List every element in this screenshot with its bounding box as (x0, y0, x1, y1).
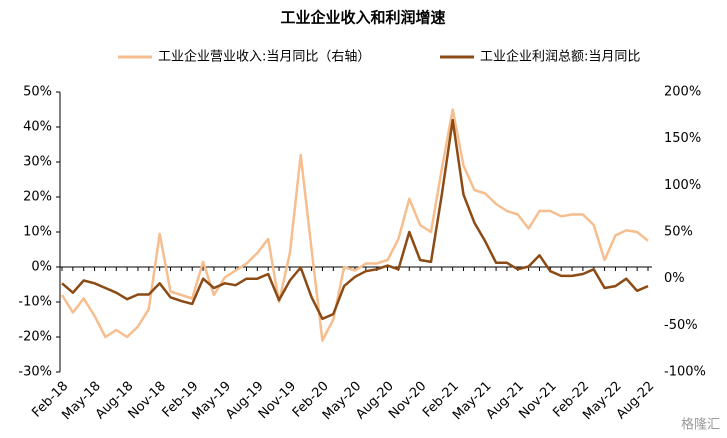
y-tick-label: 0% (31, 260, 52, 275)
series-line (60, 108, 649, 342)
y2-tick-label: -50% (664, 318, 698, 333)
y2-tick-label: 100% (664, 178, 701, 193)
y-tick-label: 20% (23, 190, 52, 205)
y2-tick-label: 50% (664, 225, 693, 240)
y-tick-label: 40% (23, 120, 52, 135)
y-tick-label: 10% (23, 225, 52, 240)
legend-label: 工业企业利润总额:当月同比 (480, 49, 640, 65)
y2-tick-label: 200% (664, 85, 701, 100)
chart-title: 工业企业收入和利润增速 (280, 9, 445, 27)
y2-tick-label: 0% (664, 271, 685, 286)
watermark: 格隆汇 (681, 417, 720, 433)
legend-label: 工业企业营业收入:当月同比（右轴） (158, 49, 370, 65)
y2-tick-label: -100% (664, 365, 706, 380)
y2-tick-label: 150% (664, 131, 701, 146)
y-tick-label: -20% (18, 330, 52, 345)
y-tick-label: -10% (18, 295, 52, 310)
y-tick-label: 50% (23, 85, 52, 100)
y-tick-label: -30% (18, 365, 52, 380)
y-tick-label: 30% (23, 155, 52, 170)
series-line (61, 118, 649, 321)
